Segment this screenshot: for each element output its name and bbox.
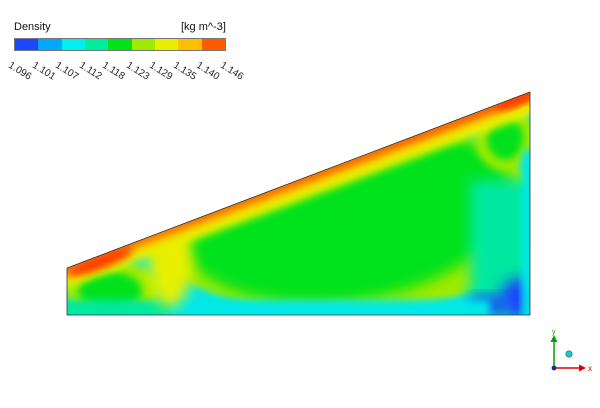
colorbar-segment <box>84 39 109 50</box>
colorbar-segment <box>15 39 39 50</box>
contour-region-red <box>67 247 133 277</box>
axes-triad: y x <box>550 329 592 373</box>
y-axis-arrow <box>550 335 558 342</box>
colorbar-segment <box>38 39 62 50</box>
colorbar-segment <box>108 39 132 50</box>
colorbar <box>14 38 226 51</box>
contour-field <box>67 92 530 315</box>
contour-region-cyan <box>522 150 530 315</box>
x-axis-label: x <box>588 364 592 373</box>
x-axis-arrow <box>579 364 586 372</box>
contour-region-low <box>500 278 530 315</box>
colorbar-segment <box>154 39 179 50</box>
origin-dot <box>551 365 557 371</box>
z-axis-dot <box>565 350 573 358</box>
legend-title: Density <box>14 21 51 33</box>
y-axis-label: y <box>552 329 556 336</box>
contour-region-teal <box>67 300 170 315</box>
legend-unit: [kg m^-3] <box>181 21 226 33</box>
colorbar-segment <box>131 39 155 50</box>
colorbar-segment <box>201 39 225 50</box>
domain-outline <box>66 91 531 316</box>
contour-region-cyan <box>160 300 490 315</box>
colorbar-segment <box>61 39 85 50</box>
color-legend: Density [kg m^-3] 1.096 1.101 1.107 1.112 1.… <box>6 18 252 98</box>
contour-region-red <box>494 92 530 110</box>
colorbar-segment <box>178 39 202 50</box>
